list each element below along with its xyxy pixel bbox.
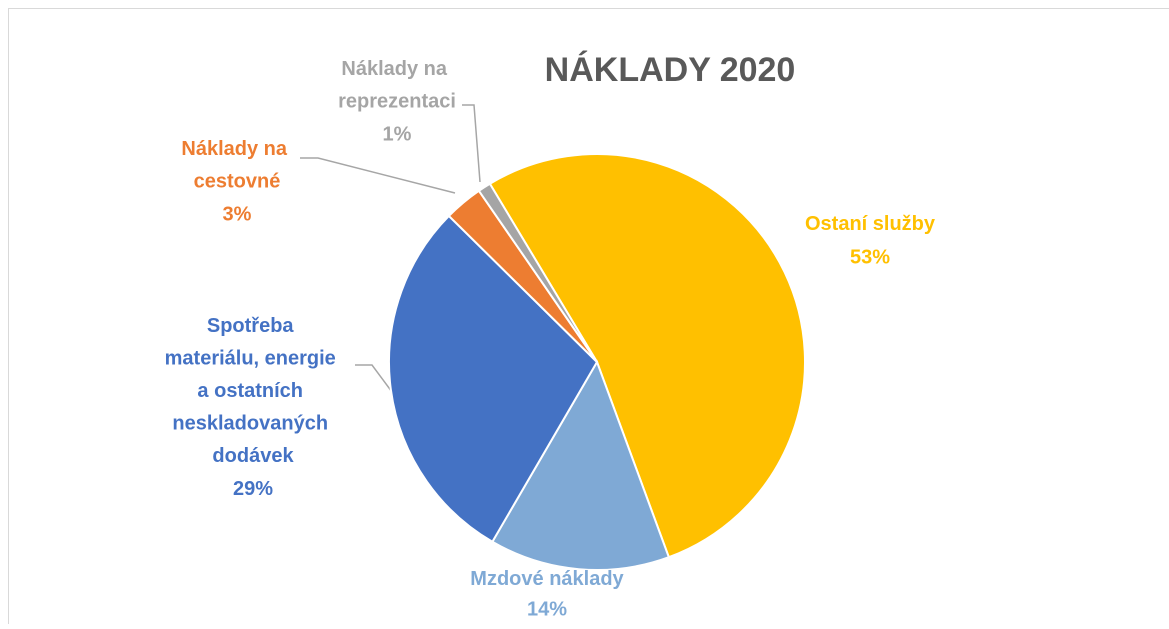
chart-title: NÁKLADY 2020: [545, 51, 796, 89]
slice-value-label: 1%: [383, 123, 412, 145]
slice-label: Ostaní služby: [805, 213, 936, 235]
slice-value-label: 3%: [223, 203, 252, 225]
slice-value-label: 53%: [850, 246, 890, 268]
slice-value-label: 29%: [233, 478, 273, 500]
slice-value-label: 14%: [527, 598, 567, 620]
slice-label: Mzdové náklady: [470, 568, 624, 590]
